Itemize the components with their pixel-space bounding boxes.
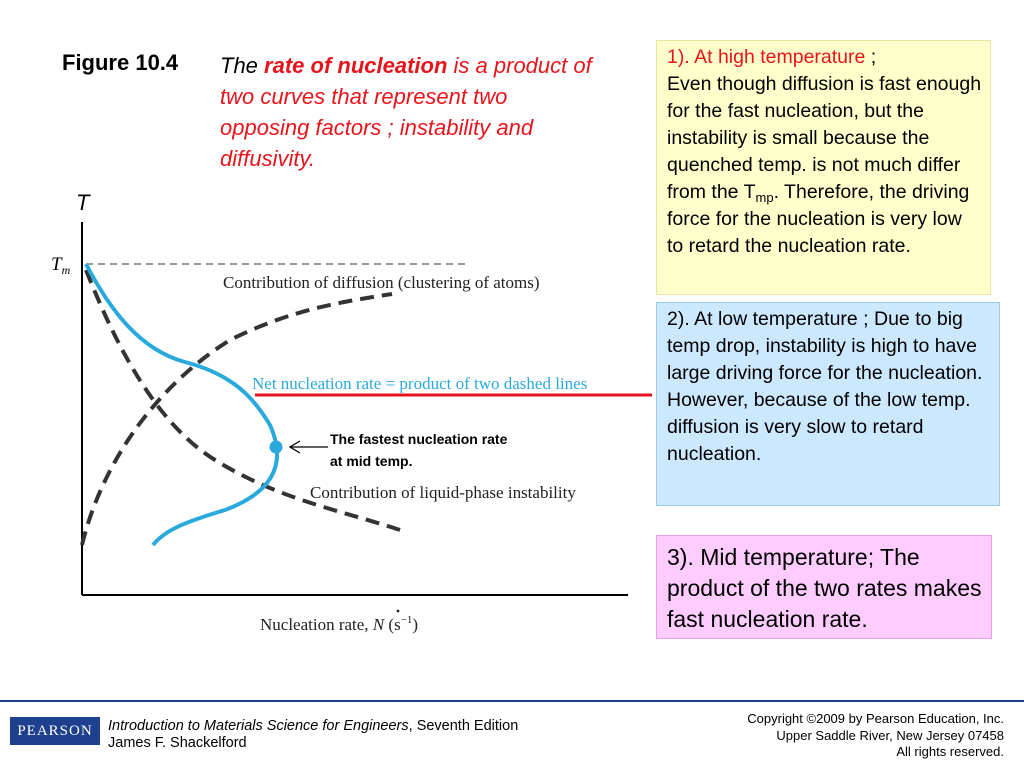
x-axis-label: Nucleation rate, N (s−1) (260, 614, 418, 634)
box-high-temperature: 1). At high temperature ; Even though dif… (656, 40, 991, 295)
box-low-temperature: 2). At low temperature ; Due to big temp… (656, 302, 1000, 506)
copyright-line-1: Copyright ©2009 by Pearson Education, In… (747, 711, 1004, 726)
box-high-heading-tail: ; (865, 46, 877, 68)
copyright-line-2: Upper Saddle River, New Jersey 07458 (776, 727, 1004, 743)
instability-curve (84, 269, 401, 532)
nucleation-diagram: T Tm Contribution of diffusion (clusteri… (51, 190, 652, 634)
diffusion-curve (80, 292, 393, 546)
caption-the: The (220, 53, 258, 78)
book-author: James F. Shackelford (108, 735, 247, 751)
pearson-logo: PEARSON (10, 717, 100, 745)
footer-divider (0, 700, 1024, 702)
y-axis-label: T (76, 190, 91, 215)
figure-caption: The rate of nucleation is a product of t… (220, 50, 600, 174)
pointer-arrowhead (288, 440, 301, 454)
box-high-body-a: Even though diffusion is fast enough for… (667, 73, 982, 203)
max-rate-point (269, 440, 283, 454)
copyright-line-3: All rights reserved. (896, 744, 1004, 759)
fastest-label-line1: The fastest nucleation rate (330, 431, 508, 447)
caption-emphasis: rate of nucleation (264, 53, 448, 78)
book-citation: Introduction to Materials Science for En… (108, 718, 518, 752)
box-mid-temperature: 3). Mid temperature; The product of the … (656, 535, 992, 639)
instability-label: Contribution of liquid-phase instability (310, 483, 576, 502)
box-high-heading: 1). At high temperature (667, 46, 866, 68)
fastest-label-line2: at mid temp. (330, 453, 412, 469)
net-nucleation-curve (84, 263, 280, 547)
diffusion-label: Contribution of diffusion (clustering of… (223, 273, 540, 292)
book-edition: , Seventh Edition (408, 718, 519, 734)
book-title: Introduction to Materials Science for En… (108, 718, 409, 734)
copyright-notice: Copyright ©2009 by Pearson Education, In… (747, 711, 1004, 761)
tm-label: Tm (51, 254, 71, 277)
n-dot (396, 609, 400, 613)
net-label: Net nucleation rate = product of two das… (252, 374, 587, 393)
caption-rest: is a product of two curves that represen… (220, 53, 592, 171)
figure-label: Figure 10.4 (62, 50, 179, 75)
box-high-sub: mp (755, 190, 774, 205)
box-high-body-b: . Therefore, the driving force for the n… (667, 181, 970, 257)
